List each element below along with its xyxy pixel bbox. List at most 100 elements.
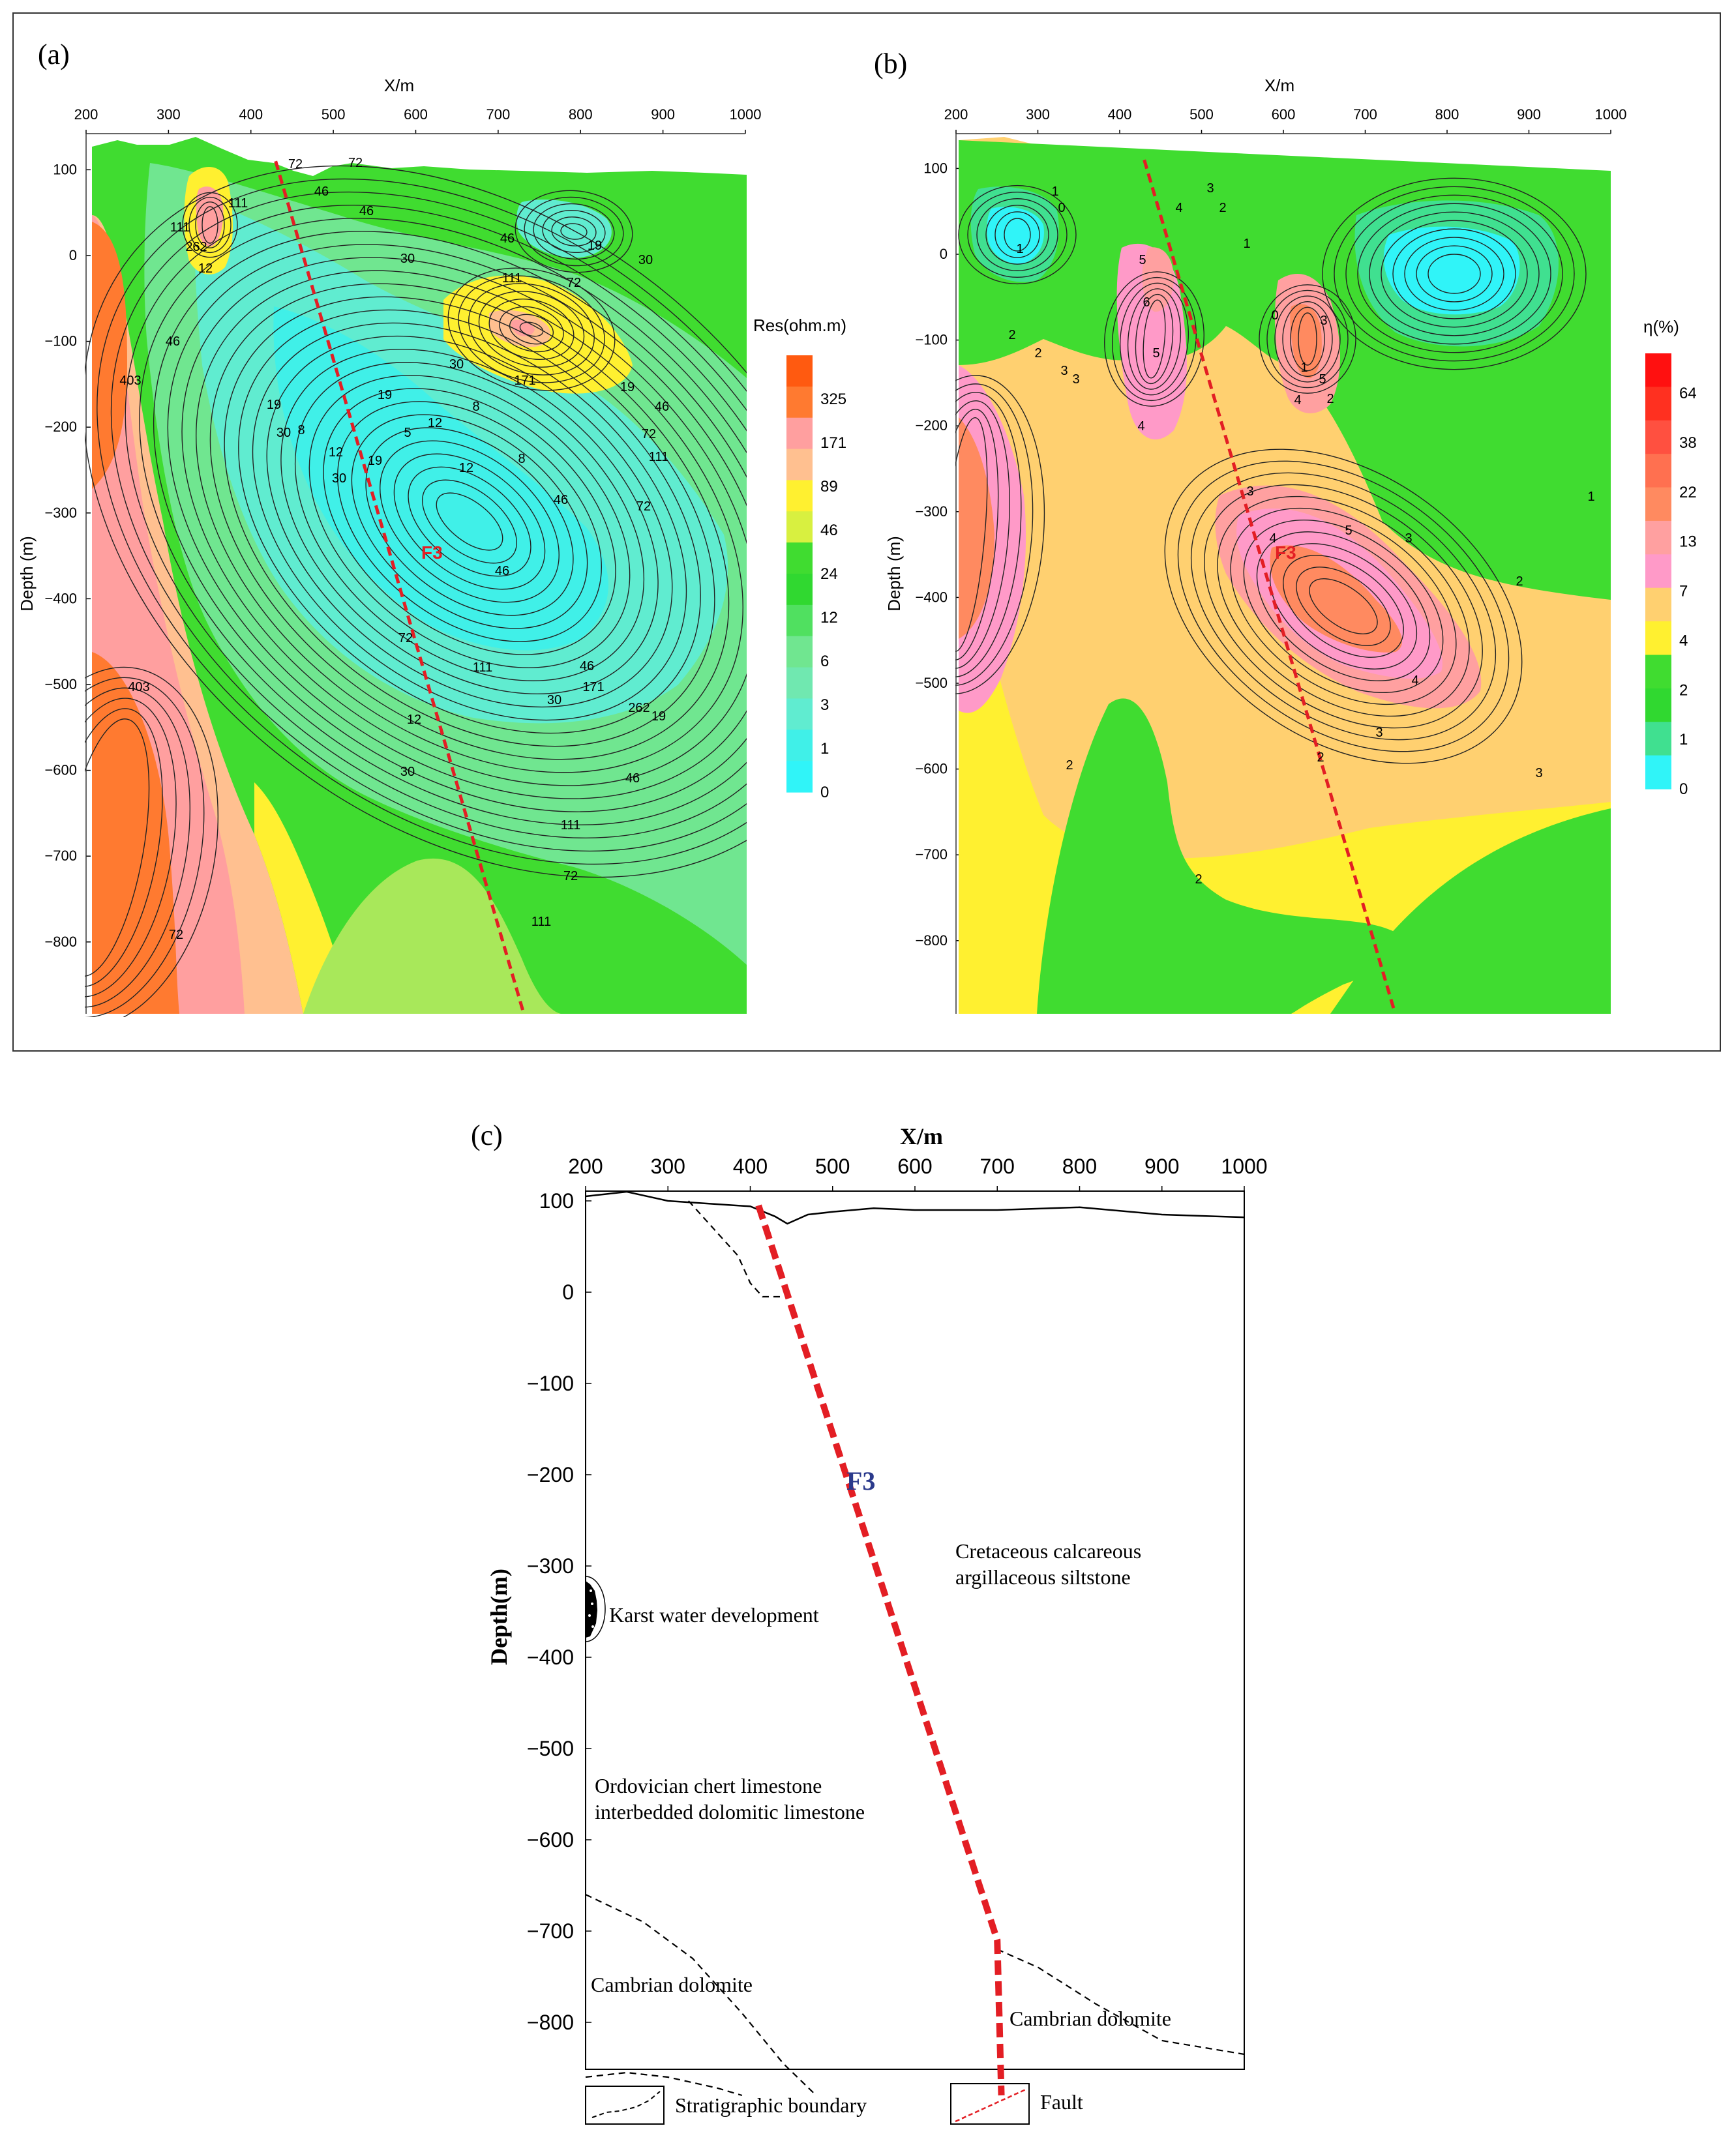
contour-label: 12 (459, 461, 473, 475)
contour-label: 72 (169, 928, 183, 942)
colorbar-swatch (1645, 353, 1671, 387)
y-tick-label: −500 (915, 675, 948, 691)
colorbar-label: 325 (820, 391, 846, 408)
contour-label: 2 (1326, 392, 1334, 406)
contour-line (1217, 495, 1470, 717)
contour-line (1266, 289, 1349, 389)
panel-a-fault-label: F3 (421, 542, 443, 563)
contour-line (365, 427, 574, 616)
contour-line (478, 291, 585, 368)
contour-label: 46 (554, 493, 568, 507)
contour-line (1322, 177, 1587, 370)
contour-line (266, 335, 673, 708)
contour-label: 1 (1051, 185, 1058, 199)
contour-line (408, 466, 531, 577)
contour-label: 46 (500, 231, 515, 246)
legend-stratigraphic-swatch (585, 2086, 665, 2125)
contour-label: 3 (1535, 766, 1542, 780)
panel-a-x-axis-title: X/m (384, 76, 414, 95)
colorbar-swatch (1645, 520, 1671, 555)
colorbar-swatch (1645, 420, 1671, 454)
colorbar-swatch (786, 730, 813, 761)
x-tick-label: 1000 (730, 106, 762, 123)
colorbar-label: 38 (1679, 434, 1697, 452)
karst-symbol (585, 1576, 606, 1642)
contour-label: 4 (1269, 531, 1276, 546)
x-tick-label: 400 (239, 106, 263, 123)
panel-a-y-axis-title: Depth (m) (17, 536, 37, 612)
contour-label: 3 (1060, 364, 1068, 378)
contour-label: 111 (473, 660, 492, 675)
contour-line (1119, 282, 1189, 396)
colorbar-label: 1 (1679, 731, 1688, 748)
contour-label: 5 (1152, 346, 1159, 361)
panel-c-fault-label: F3 (846, 1466, 875, 1496)
contour-line (85, 677, 205, 1017)
contour-label: 46 (314, 185, 329, 199)
colorbar-swatch (1645, 755, 1671, 790)
colorbar-swatch (786, 604, 813, 637)
colorbar-label: 0 (820, 784, 829, 801)
x-tick-label: 900 (1517, 106, 1541, 123)
contour-line (202, 206, 218, 244)
contour-line (1334, 186, 1575, 362)
contour-label: 72 (642, 427, 656, 441)
contour-label: 1 (1587, 490, 1594, 504)
contour-label: 19 (378, 388, 392, 402)
contour-line (308, 375, 631, 668)
contour-label: 5 (1345, 524, 1352, 538)
contour-line (955, 400, 1010, 669)
contour-line (994, 211, 1040, 258)
panel-b-left-mid-high-core (1142, 247, 1174, 312)
contour-label: 30 (400, 765, 415, 779)
panel-a-lowest-zone (273, 306, 608, 651)
contour-label: 403 (128, 680, 149, 694)
colorbar-label: 171 (820, 434, 846, 452)
colorbar-swatch (1645, 554, 1671, 589)
cambrian-left-label: Cambrian dolomite (591, 1973, 753, 1996)
contour-line (1135, 293, 1174, 385)
contour-line (524, 196, 624, 267)
contour-label: 72 (288, 157, 303, 171)
contour-label: 46 (166, 334, 180, 349)
contour-label: 12 (329, 445, 343, 460)
stratigraphic-boundary-line (585, 1894, 817, 2096)
panel-b-colorbar-title: η(%) (1643, 317, 1679, 336)
contour-label: 72 (398, 631, 413, 645)
contour-label: 0 (1058, 201, 1065, 215)
contour-line (1290, 306, 1325, 372)
contour-line (85, 718, 150, 977)
contour-line (393, 453, 546, 590)
y-tick-label: −200 (527, 1463, 574, 1486)
colorbar-label: 12 (820, 609, 838, 627)
y-tick-label: −600 (527, 1828, 574, 1852)
contour-label: 2 (1008, 328, 1015, 342)
contour-line (1404, 237, 1504, 311)
contour-line (1357, 203, 1551, 345)
colorbar-label: 24 (820, 565, 838, 583)
contour-label: 5 (1139, 253, 1146, 267)
contour-line (985, 205, 1049, 265)
colorbar-swatch (1645, 688, 1671, 722)
legend-fault-swatch (950, 2083, 1030, 2125)
colorbar-swatch (786, 480, 813, 512)
x-tick-label: 600 (897, 1155, 932, 1178)
panel-c-y-ticks: 100 0 −100 −200 −300 −400 −500 −600 −700 −800 (527, 1189, 591, 2034)
contour-label: 171 (514, 374, 535, 388)
x-tick-label: 700 (1353, 106, 1377, 123)
contour-line (182, 192, 238, 258)
colorbar-swatch (1645, 387, 1671, 421)
y-tick-label: −600 (44, 762, 77, 778)
y-tick-label: −200 (915, 417, 948, 434)
x-tick-label: 800 (1435, 106, 1459, 123)
contour-line (167, 244, 747, 799)
contour-label: 6 (1143, 295, 1150, 310)
colorbar-swatch (786, 698, 813, 730)
contour-line (1274, 295, 1341, 383)
contour-label: 19 (620, 380, 635, 394)
cambrian-right-label: Cambrian dolomite (1009, 2007, 1171, 2030)
panel-a-colorbar-labels: 325 171 89 46 24 12 6 3 1 0 (820, 391, 846, 801)
panel-a-left-high-zone-upper (92, 222, 127, 489)
panel-c-fault-line (755, 1204, 1005, 2096)
